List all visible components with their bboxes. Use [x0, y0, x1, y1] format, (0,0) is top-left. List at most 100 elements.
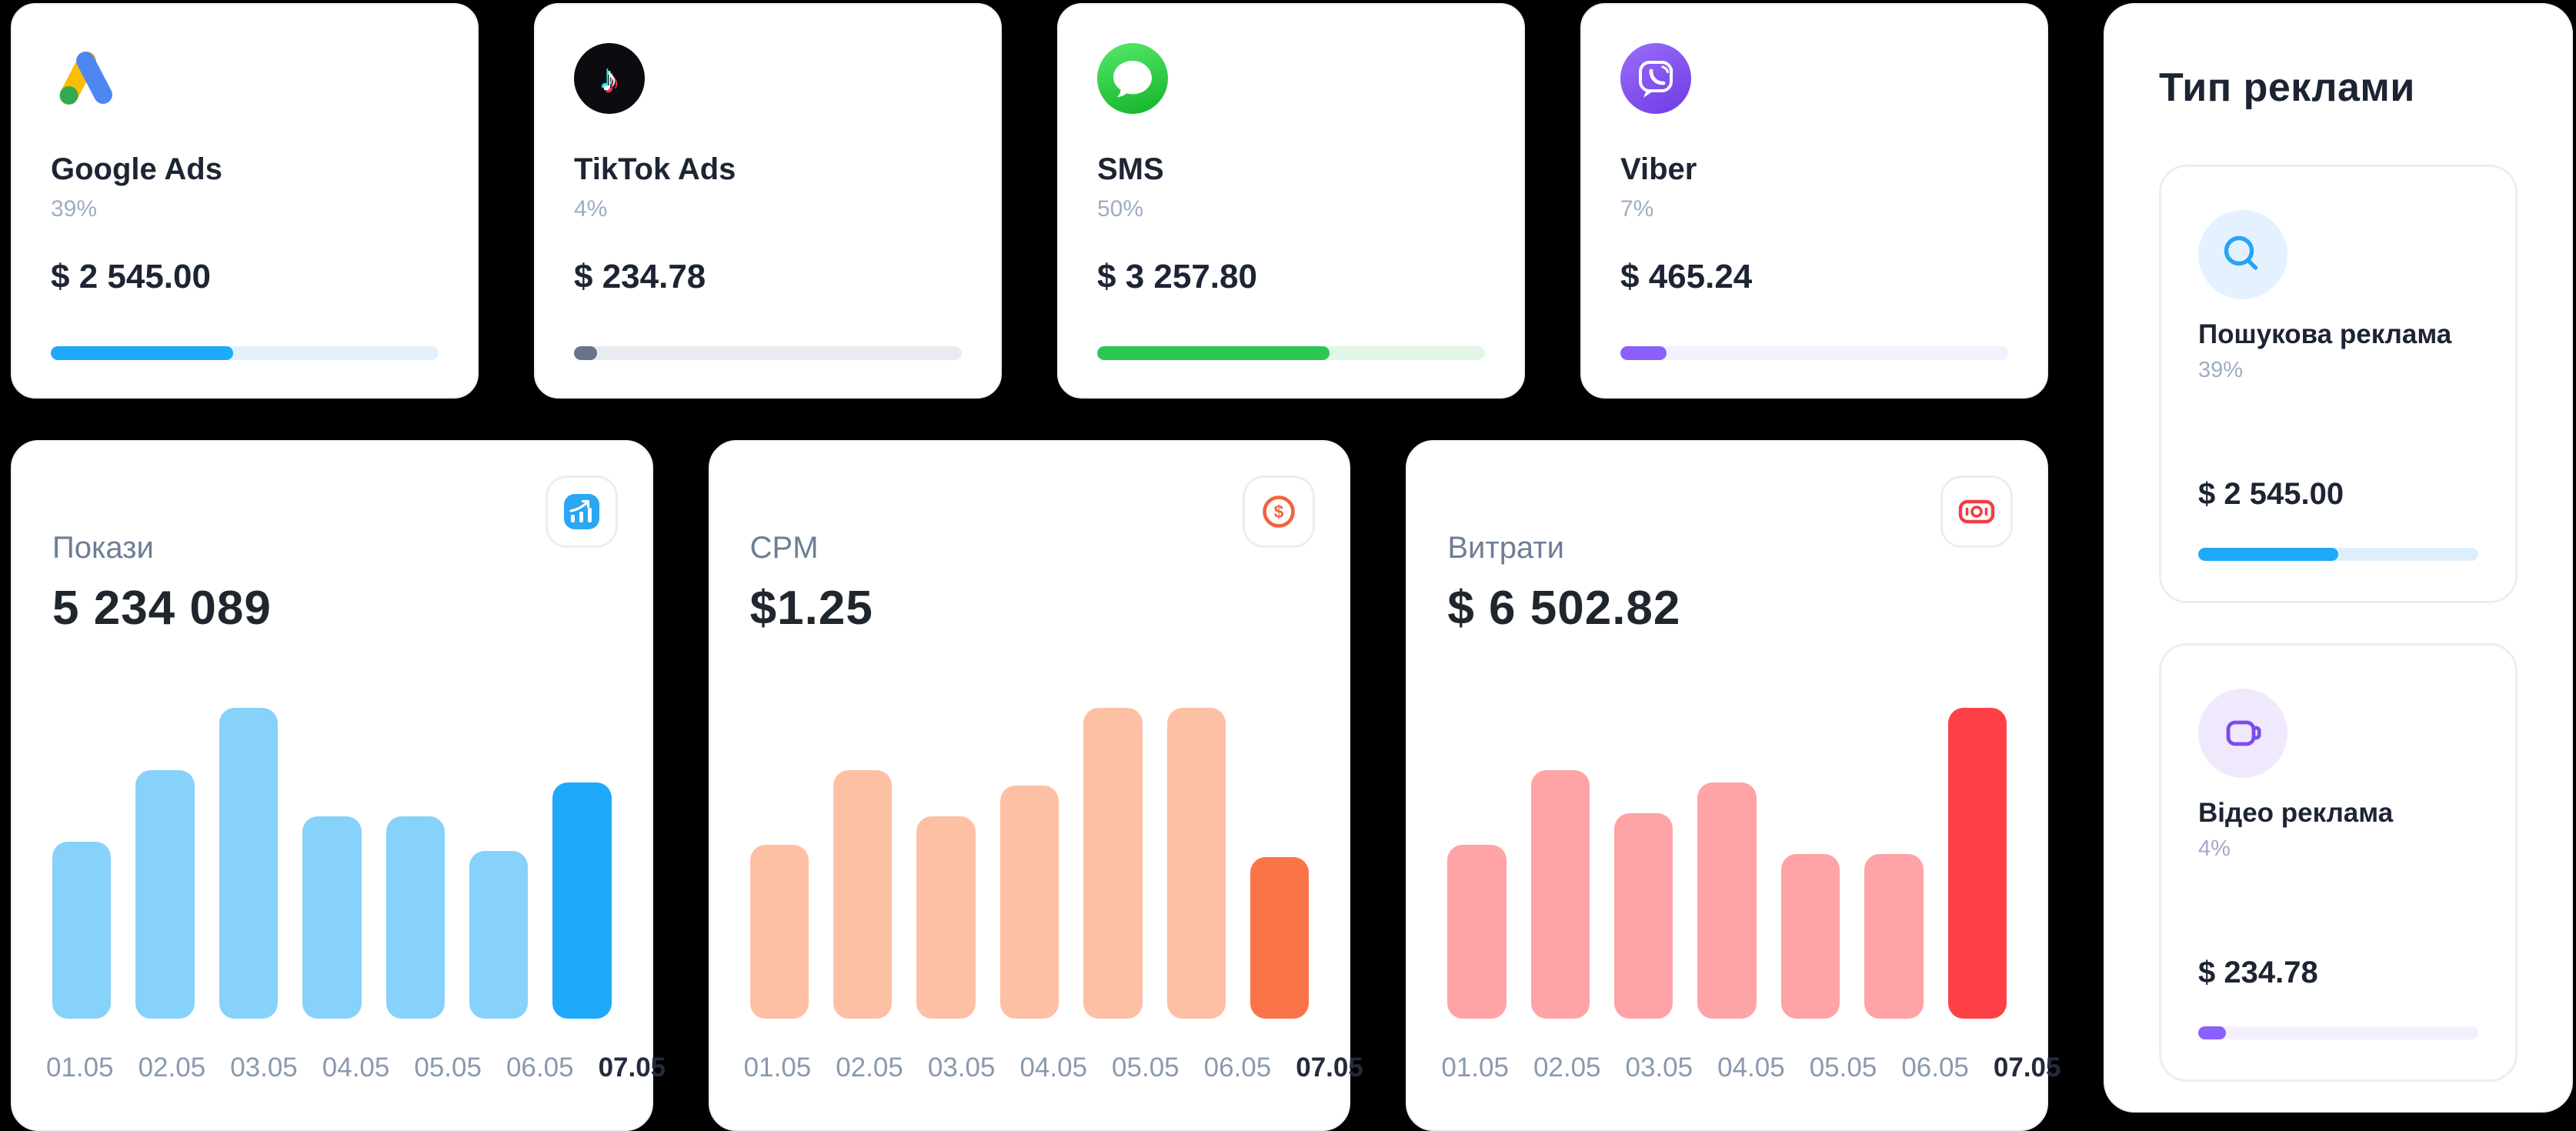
chart-bar[interactable]	[833, 769, 893, 1019]
chart-bar-active[interactable]	[1250, 856, 1310, 1019]
chart-bar[interactable]	[1530, 769, 1590, 1019]
progress-fill	[51, 346, 233, 360]
charts-row: Покази 5 234 089	[11, 440, 2061, 1131]
x-axis-label: 04.05	[322, 1053, 390, 1083]
progress-fill	[574, 346, 598, 360]
chart-bar-active[interactable]	[1947, 708, 2007, 1019]
ad-type-percent: 4%	[2198, 836, 2231, 861]
chat-bubble-icon	[1113, 61, 1152, 98]
type-card-search-ads[interactable]: Пошукова реклама 39% $ 2 545.00	[2159, 165, 2518, 603]
video-icon-badge	[2198, 689, 2287, 778]
impressions-bar-chart	[52, 708, 612, 1019]
chart-bar[interactable]	[219, 708, 279, 1019]
tiktok-logo: ♪	[574, 43, 645, 114]
bar-chart-trending-up-icon	[563, 494, 599, 529]
metric-card-sms[interactable]: SMS 50% $ 3 257.80	[1057, 3, 1525, 399]
chart-bar[interactable]	[469, 850, 529, 1019]
chart-value: $1.25	[749, 582, 873, 635]
chart-bar[interactable]	[749, 844, 809, 1019]
type-card-video-ads[interactable]: Відео реклама 4% $ 234.78	[2159, 643, 2518, 1082]
panel-title: Тип реклами	[2159, 65, 2415, 110]
ad-type-name: Відео реклама	[2198, 798, 2394, 828]
metric-card-google-ads[interactable]: Google Ads 39% $ 2 545.00	[11, 3, 479, 399]
chart-bar[interactable]	[302, 816, 362, 1019]
x-axis-label: 01.05	[1441, 1053, 1509, 1083]
channel-name: TikTok Ads	[574, 152, 736, 186]
chart-bar[interactable]	[1780, 853, 1840, 1019]
chart-bar[interactable]	[135, 769, 195, 1019]
x-axis: 01.05 02.05 03.05 04.05 05.05 06.05 07.0…	[1441, 1053, 2060, 1083]
channel-percent: 50%	[1097, 196, 1144, 222]
chart-title: Витрати	[1447, 531, 1564, 565]
progress-fill	[2198, 1026, 2227, 1039]
x-axis-label: 01.05	[743, 1053, 812, 1083]
chart-bar-active[interactable]	[552, 782, 612, 1019]
chart-bar[interactable]	[916, 816, 976, 1019]
chart-bar[interactable]	[52, 841, 112, 1019]
x-axis-label: 05.05	[1112, 1053, 1180, 1083]
chart-card-cpm: CPM $1.25 $ 0	[708, 440, 1363, 1131]
x-axis-label-active: 07.05	[1296, 1053, 1363, 1083]
chart-bar[interactable]	[1864, 853, 1924, 1019]
x-axis-label: 02.05	[836, 1053, 903, 1083]
metrics-row: Google Ads 39% $ 2 545.00 ♪ TikTok Ads 4…	[11, 3, 2048, 399]
progress-track	[574, 346, 962, 360]
x-axis-label: 03.05	[927, 1053, 996, 1083]
x-axis-label: 04.05	[1717, 1053, 1785, 1083]
progress-fill	[2198, 548, 2338, 561]
channel-name: SMS	[1097, 152, 1164, 186]
x-axis-label: 06.05	[1203, 1053, 1272, 1083]
progress-track	[2198, 1026, 2478, 1039]
x-axis-label: 06.05	[1901, 1053, 1969, 1083]
x-axis-label-active: 07.05	[1993, 1053, 2061, 1083]
chart-bar[interactable]	[999, 786, 1059, 1019]
channel-name: Google Ads	[51, 152, 222, 186]
channel-amount: $ 2 545.00	[51, 258, 211, 295]
chart-value: 5 234 089	[52, 582, 272, 635]
channel-percent: 39%	[51, 196, 98, 222]
x-axis-label: 05.05	[1809, 1053, 1877, 1083]
search-icon-badge	[2198, 210, 2287, 299]
x-axis-label: 06.05	[506, 1053, 574, 1083]
x-axis: 01.05 02.05 03.05 04.05 05.05 06.05 07.0…	[743, 1053, 1363, 1083]
svg-text:$: $	[1274, 502, 1284, 522]
x-axis-label: 01.05	[46, 1053, 114, 1083]
impressions-icon-button[interactable]	[545, 475, 618, 548]
ad-type-amount: $ 234.78	[2198, 956, 2318, 989]
channel-name: Viber	[1620, 152, 1697, 186]
expenses-icon-button[interactable]	[1940, 475, 2014, 548]
viber-logo	[1620, 43, 1691, 114]
chart-bar[interactable]	[385, 816, 445, 1019]
chart-card-impressions: Покази 5 234 089	[11, 440, 666, 1131]
chart-title: CPM	[749, 531, 819, 565]
banknote-icon	[1958, 499, 1995, 524]
channel-amount: $ 3 257.80	[1097, 258, 1257, 295]
chart-bar[interactable]	[1697, 782, 1757, 1019]
chart-bar[interactable]	[1083, 708, 1143, 1019]
metric-card-tiktok-ads[interactable]: ♪ TikTok Ads 4% $ 234.78	[534, 3, 1002, 399]
x-axis-label: 04.05	[1019, 1053, 1088, 1083]
chart-bar[interactable]	[1166, 708, 1226, 1019]
x-axis-label: 03.05	[1625, 1053, 1693, 1083]
channel-percent: 4%	[574, 196, 608, 222]
chart-bar[interactable]	[1447, 844, 1507, 1019]
cpm-icon-button[interactable]: $	[1243, 475, 1316, 548]
progress-track	[51, 346, 439, 360]
main-content: Google Ads 39% $ 2 545.00 ♪ TikTok Ads 4…	[11, 3, 2061, 1131]
channel-amount: $ 234.78	[574, 258, 706, 295]
ad-type-amount: $ 2 545.00	[2198, 477, 2344, 511]
music-note-icon: ♪	[600, 58, 619, 98]
video-camera-icon	[2226, 720, 2261, 746]
chart-title: Покази	[52, 531, 154, 565]
ad-type-percent: 39%	[2198, 358, 2244, 382]
x-axis-label: 03.05	[230, 1053, 298, 1083]
progress-fill	[1097, 346, 1330, 360]
progress-fill	[1620, 346, 1667, 360]
x-axis-label: 02.05	[138, 1053, 206, 1083]
channel-amount: $ 465.24	[1620, 258, 1753, 295]
progress-track	[1620, 346, 2008, 360]
metric-card-viber[interactable]: Viber 7% $ 465.24	[1580, 3, 2048, 399]
chart-bar[interactable]	[1614, 813, 1673, 1019]
progress-track	[2198, 548, 2478, 561]
